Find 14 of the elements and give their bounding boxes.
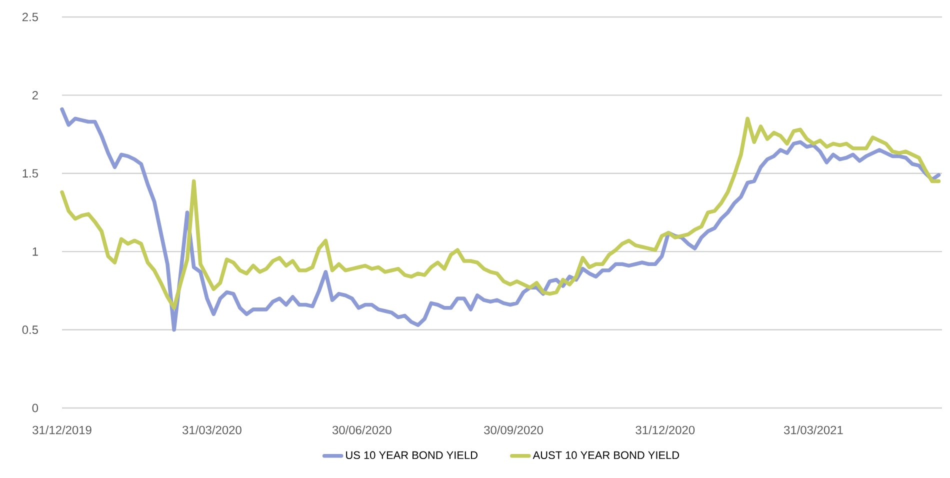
y-tick-label: 1.5 bbox=[22, 169, 38, 178]
legend-label: US 10 YEAR BOND YIELD bbox=[346, 451, 478, 460]
y-tick-label: 0 bbox=[32, 404, 38, 412]
x-tick-label: 31/12/2019 bbox=[32, 426, 92, 434]
y-tick-label: 2 bbox=[32, 91, 38, 100]
x-tick-label: 31/12/2020 bbox=[636, 426, 695, 434]
y-tick-label: 2.5 bbox=[22, 12, 38, 22]
x-tick-label: 30/06/2020 bbox=[332, 426, 392, 434]
x-tick-label: 31/03/2021 bbox=[784, 426, 843, 434]
legend-label: AUST 10 YEAR BOND YIELD bbox=[532, 451, 680, 460]
x-tick-label: 31/03/2020 bbox=[182, 426, 242, 434]
y-tick-label: 1 bbox=[32, 247, 38, 256]
x-tick-label: 30/09/2020 bbox=[484, 426, 543, 434]
y-tick-label: 0.5 bbox=[22, 326, 38, 334]
